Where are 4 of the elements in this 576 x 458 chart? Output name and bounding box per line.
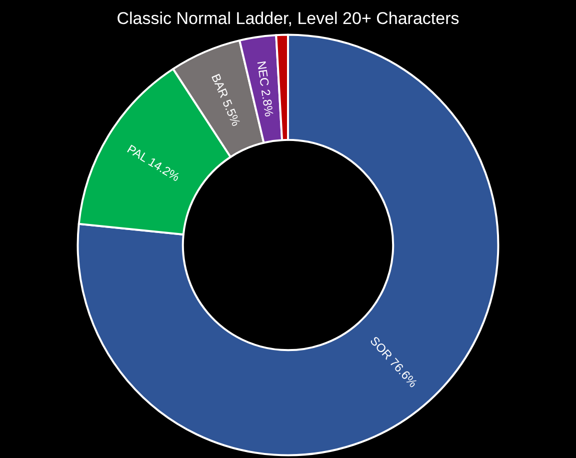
donut-slice [76,34,499,456]
slice-label: BAR 5.5% [208,72,244,128]
slice-label: NEC 2.8% [254,60,276,118]
chart-title: Classic Normal Ladder, Level 20+ Characters [116,8,460,28]
